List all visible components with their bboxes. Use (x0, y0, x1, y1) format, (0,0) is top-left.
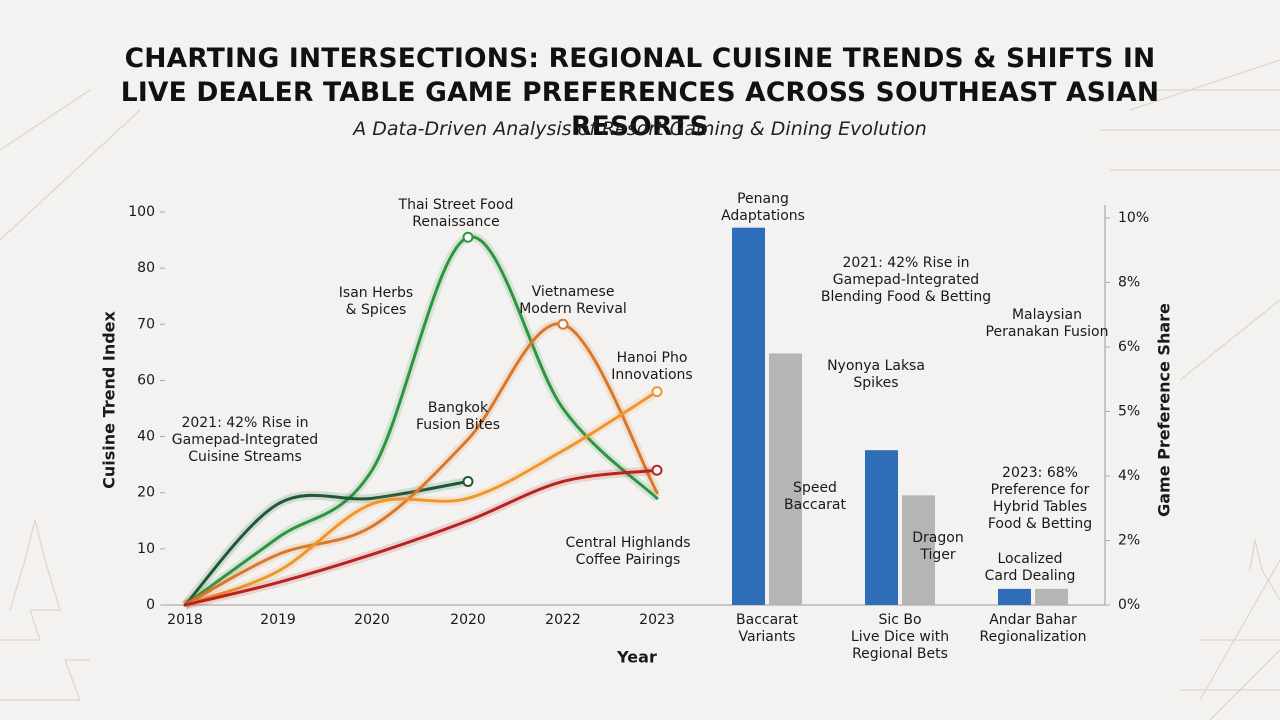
annotation: Malaysian Peranakan Fusion (985, 307, 1109, 340)
line-marker (651, 386, 663, 398)
line (183, 235, 659, 607)
y-tick-label: 70 (137, 316, 155, 332)
annotation: Dragon Tiger (912, 530, 964, 563)
x-tick-label: 2022 (545, 612, 581, 628)
x-tick-label: Baccarat Variants (736, 612, 798, 645)
y2-tick-label: 6% (1118, 339, 1140, 355)
y-tick-label: 40 (137, 429, 155, 445)
annotation: 2023: 68% Preference for Hybrid Tables F… (987, 465, 1093, 532)
bar (732, 227, 765, 606)
line-marker (651, 464, 663, 476)
annotation: Central Highlands Coffee Pairings (565, 535, 691, 568)
y-tick-label: 20 (137, 485, 155, 501)
annotation: Hanoi Pho Innovations (611, 350, 693, 383)
annotation: Speed Baccarat (784, 480, 846, 513)
annotation: Localized Card Dealing (984, 551, 1076, 584)
x-tick-label: Sic Bo Live Dice with Regional Bets (850, 612, 950, 662)
x-tick-label: Andar Bahar Regionalization (979, 612, 1087, 645)
bar (1035, 588, 1068, 605)
bar (769, 353, 802, 605)
y-tick-label: 0 (146, 597, 155, 613)
line-marker (462, 475, 474, 487)
y2-tick-label: 0% (1118, 597, 1140, 613)
x-tick-label: 2020 (450, 612, 486, 628)
x-axis-title: Year (616, 648, 657, 667)
line (183, 390, 659, 607)
line (183, 322, 659, 607)
x-tick-label: 2020 (354, 612, 390, 628)
line (183, 479, 470, 607)
annotation: Vietnamese Modern Revival (519, 284, 627, 317)
line-marker (462, 231, 474, 243)
chart-title: CHARTING INTERSECTIONS: REGIONAL CUISINE… (120, 43, 1160, 142)
y2-tick-label: 10% (1118, 210, 1149, 226)
y2-tick-label: 4% (1118, 468, 1140, 484)
bar (998, 588, 1031, 605)
annotation: Thai Street Food Renaissance (398, 197, 514, 230)
line (183, 468, 659, 607)
annotation: Nyonya Laksa Spikes (827, 358, 925, 391)
y2-tick-label: 8% (1118, 275, 1140, 291)
decoration (0, 59, 1280, 720)
y-tick-label: 10 (137, 541, 155, 557)
y2-axis-title: Game Preference Share (1155, 303, 1174, 517)
y2-tick-label: 5% (1118, 404, 1140, 420)
x-tick-label: 2019 (260, 612, 296, 628)
y-tick-label: 80 (137, 260, 155, 276)
x-tick-label: 2023 (639, 612, 675, 628)
y-tick-label: 60 (137, 372, 155, 388)
annotation: Penang Adaptations (721, 191, 805, 224)
x-tick-label: 2018 (167, 612, 203, 628)
bar (902, 495, 935, 605)
y2-tick-label: 2% (1118, 533, 1140, 549)
y-tick-label: 100 (128, 204, 155, 220)
chart-subtitle: A Data-Driven Analysis of Resort Gaming … (353, 118, 927, 140)
annotation: 2021: 42% Rise in Gamepad-Integrated Ble… (820, 255, 992, 305)
annotation: Isan Herbs & Spices (338, 285, 414, 318)
line-marker (557, 318, 569, 330)
y-axis-title: Cuisine Trend Index (100, 310, 119, 488)
annotation: 2021: 42% Rise in Gamepad-Integrated Cui… (171, 415, 319, 465)
annotation: Bangkok Fusion Bites (415, 400, 501, 433)
bar (865, 450, 898, 605)
